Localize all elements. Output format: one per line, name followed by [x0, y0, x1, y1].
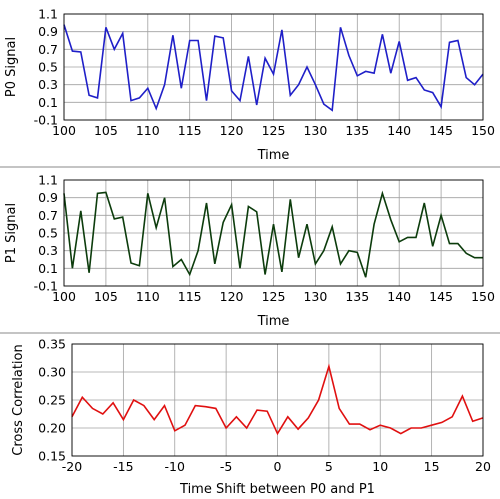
p1-plot-frame [63, 179, 484, 287]
p1-y-tick-label: 1.1 [38, 173, 58, 188]
p1-x-tick-label: 100 [52, 289, 76, 304]
cc-x-axis-label: Time Shift between P0 and P1 [179, 482, 375, 497]
p0-y-tick-label: -0.1 [34, 113, 58, 128]
p0-y-tick-label: 0.7 [38, 42, 58, 57]
cc-y-tick-label: 0.30 [38, 365, 66, 380]
cross-correlation-panel: -20 -15 -10 -5 0 5 10 15 200.150.200.250.300.35 … [11, 337, 491, 498]
cc-x-tick-label: -10 [165, 459, 185, 474]
p1-x-tick-label: 105 [94, 289, 118, 304]
p0-x-tick-label: 100 [52, 123, 76, 138]
cc-x-tick-label: -20 [62, 459, 82, 474]
cc-x-tick-label: 10 [372, 459, 388, 474]
cross-correlation-line [71, 363, 484, 436]
p0-y-tick-label: 0.9 [38, 24, 58, 39]
p0-signal-panel: 100 105 110 115 120 125 130 135 140 145 150 -0.1 0.1… [4, 7, 495, 164]
p0-x-tick-label: 140 [387, 123, 411, 138]
p1-x-tick-label: 120 [220, 289, 244, 304]
p1-signal-panel: 100 105 110 115 120 125 130 135 140 145 150 -0.1 0.1… [4, 173, 495, 330]
p1-signal-line [63, 190, 483, 278]
p0-y-tick-label: 1.1 [38, 7, 58, 22]
cc-x-tick-label: 5 [325, 459, 333, 474]
p1-x-tick-label: 135 [345, 289, 369, 304]
cc-plot-frame [71, 343, 484, 457]
p0-x-tick-label: 115 [178, 123, 202, 138]
cc-y-tick-label: 0.35 [38, 337, 66, 352]
p1-x-tick-label: 140 [387, 289, 411, 304]
p0-x-tick-label: 145 [429, 123, 453, 138]
p0-x-tick-label: 150 [471, 123, 495, 138]
p1-x-tick-label: 145 [429, 289, 453, 304]
cc-x-tick-label: -5 [220, 459, 232, 474]
p0-x-tick-label: 125 [262, 123, 286, 138]
p1-x-tick-label: 115 [178, 289, 202, 304]
p0-x-tick-label: 110 [136, 123, 160, 138]
p0-x-tick-label: 135 [345, 123, 369, 138]
p0-y-tick-label: 0.1 [38, 95, 58, 110]
p0-x-tick-label: 130 [303, 123, 327, 138]
p0-plot-frame [63, 13, 484, 121]
p0-y-tick-label: 0.5 [38, 60, 58, 75]
cc-tick-labels: -20 -15 -10 -5 0 5 10 15 20 0.15 0.20 0.25 0.30 0.35 [38, 337, 491, 475]
p1-y-tick-label: -0.1 [34, 279, 58, 294]
cc-y-tick-label: 0.25 [38, 393, 66, 408]
p0-x-tick-label: 105 [94, 123, 118, 138]
p1-y-tick-label: 0.1 [38, 261, 58, 276]
p1-x-tick-label: 110 [136, 289, 160, 304]
p1-y-tick-label: 0.7 [38, 208, 58, 223]
cc-x-tick-label: 15 [424, 459, 440, 474]
cc-y-axis-label: Cross Correlation [11, 344, 26, 455]
p1-y-tick-label: 0.3 [38, 243, 58, 258]
p1-x-tick-label: 125 [262, 289, 286, 304]
p1-x-tick-label: 130 [303, 289, 327, 304]
p0-y-axis-label: P0 Signal [4, 37, 19, 97]
p1-tick-labels: 100 105 110 115 120 125 130 135 140 145 150 -0.1 0.1… [34, 173, 495, 305]
p1-y-tick-label: 0.9 [38, 190, 58, 205]
p1-x-tick-label: 150 [471, 289, 495, 304]
p1-x-axis-label: Time [257, 314, 290, 329]
cc-x-tick-label: 0 [274, 459, 282, 474]
cc-x-tick-label: -15 [113, 459, 133, 474]
p0-signal-line [63, 24, 484, 112]
p1-y-axis-label: P1 Signal [4, 203, 19, 263]
p1-y-tick-label: 0.5 [38, 226, 58, 241]
cc-y-tick-label: 0.15 [38, 449, 66, 464]
cc-y-tick-label: 0.20 [38, 421, 66, 436]
p0-tick-labels: 100 105 110 115 120 125 130 135 140 145 150 -0.1 0.1… [34, 7, 495, 139]
p0-x-tick-label: 120 [220, 123, 244, 138]
cc-x-tick-label: 20 [475, 459, 491, 474]
p0-x-axis-label: Time [257, 148, 290, 163]
p0-y-tick-label: 0.3 [38, 77, 58, 92]
